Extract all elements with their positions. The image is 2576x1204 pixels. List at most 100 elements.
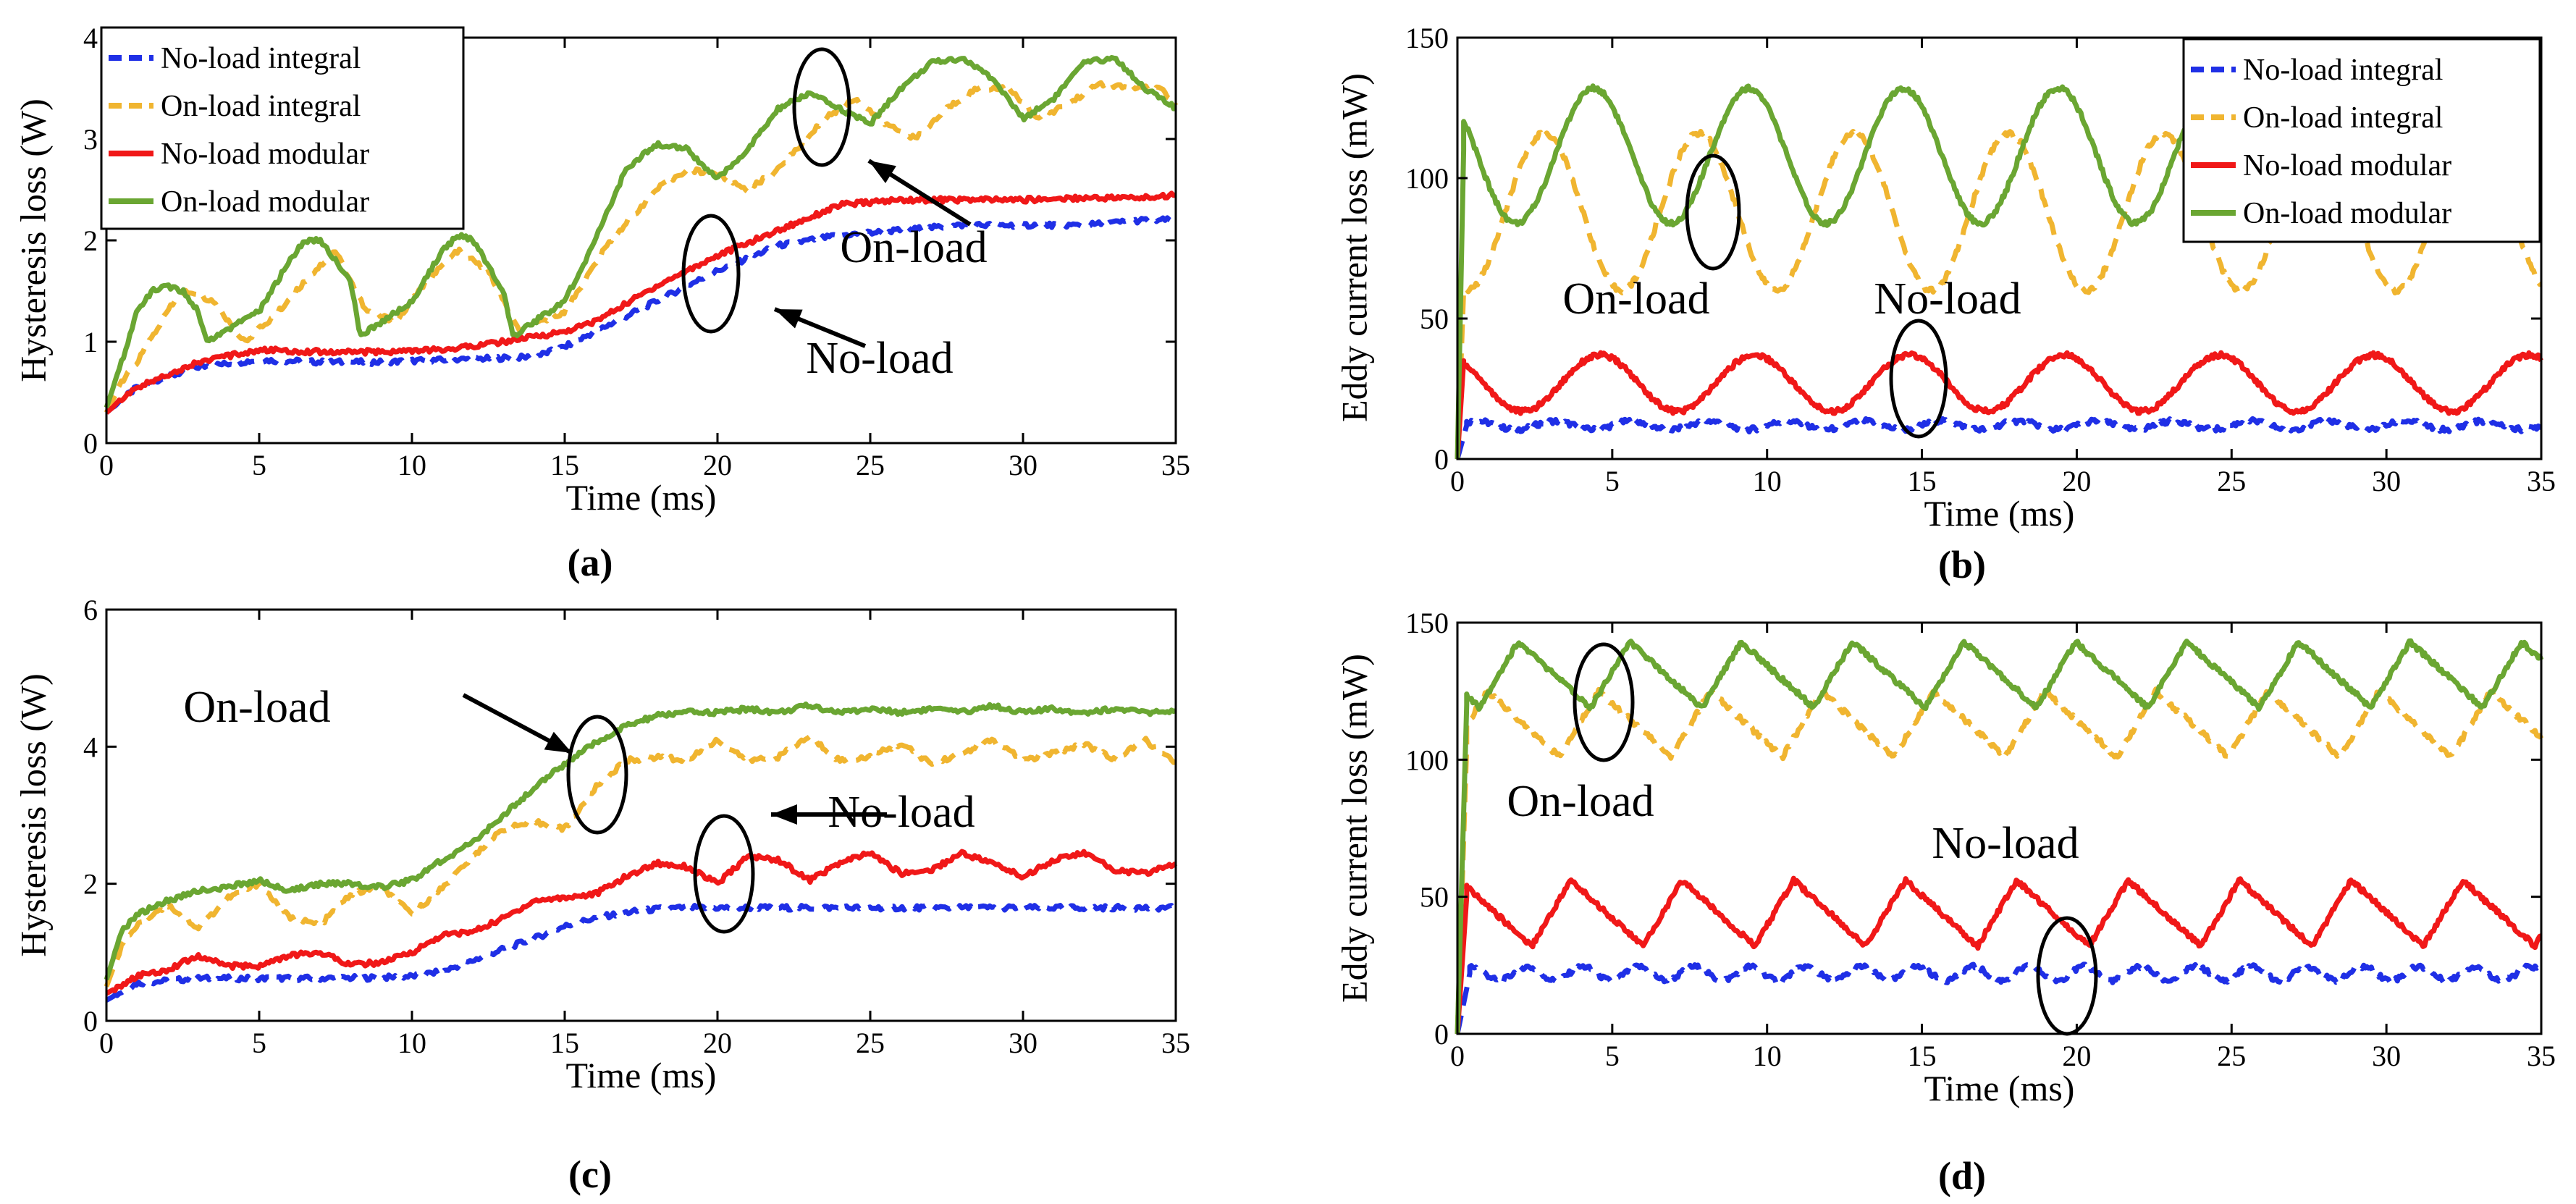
panel-label: (a) xyxy=(568,541,613,584)
legend-entry-label: On-load modular xyxy=(2243,197,2451,230)
y-tick-label: 100 xyxy=(1405,162,1449,195)
x-tick-label: 25 xyxy=(2217,465,2246,497)
x-tick-label: 15 xyxy=(1908,465,1937,497)
x-tick-label: 25 xyxy=(856,449,885,481)
series-line-no-load-integral xyxy=(105,902,1177,1003)
x-tick-label: 15 xyxy=(1908,1040,1937,1072)
x-axis-label: Time (ms) xyxy=(566,477,717,518)
highlight-ellipse xyxy=(1573,642,1635,762)
annotation-arrowhead xyxy=(869,161,896,184)
series-line-no-load-modular xyxy=(1455,875,2543,1035)
y-tick-label: 6 xyxy=(83,594,98,626)
series-line-no-load-modular xyxy=(105,849,1178,996)
legend-entry-label: No-load integral xyxy=(161,42,361,75)
legend-entry-label: On-load modular xyxy=(161,185,369,219)
legend-entry-label: On-load integral xyxy=(2243,101,2443,135)
annotation-arrowhead xyxy=(771,804,797,825)
highlight-ellipse xyxy=(792,47,851,167)
y-tick-label: 50 xyxy=(1420,303,1449,335)
y-tick-label: 3 xyxy=(83,123,98,156)
x-tick-label: 35 xyxy=(1161,449,1190,481)
y-tick-label: 4 xyxy=(83,22,98,54)
x-tick-label: 15 xyxy=(550,1027,579,1059)
series-line-no-load-integral xyxy=(1455,416,2543,460)
x-axis-label: Time (ms) xyxy=(1924,493,2075,534)
x-tick-label: 35 xyxy=(2527,465,2556,497)
y-tick-label: 1 xyxy=(83,326,98,358)
y-axis-label: Eddy current loss (mW) xyxy=(1334,73,1375,422)
chart-panel-d: 0 5 10 15 20 25 30 35 0 50 100 150 Time (ms) Eddy cur… xyxy=(1334,607,2556,1197)
chart-panel-c: 0 5 10 15 20 25 30 35 0 2 4 6 Time (ms) Hysteresis lo… xyxy=(13,594,1191,1196)
x-tick-label: 10 xyxy=(397,1027,426,1059)
series-line-no-load-integral xyxy=(104,215,1178,415)
x-tick-label: 25 xyxy=(2217,1040,2246,1072)
y-tick-label: 0 xyxy=(83,1005,98,1037)
y-tick-label: 2 xyxy=(83,868,98,901)
annotation-label: No-load xyxy=(1932,819,2079,868)
annotation-label: On-load xyxy=(1562,274,1709,324)
y-tick-label: 0 xyxy=(83,427,98,460)
x-tick-label: 0 xyxy=(99,449,114,481)
legend-entry-label: On-load integral xyxy=(161,90,361,123)
x-tick-label: 25 xyxy=(856,1027,885,1059)
y-tick-label: 150 xyxy=(1405,22,1449,54)
x-tick-label: 5 xyxy=(1605,1040,1620,1072)
highlight-ellipse xyxy=(1685,153,1741,271)
y-tick-label: 0 xyxy=(1434,443,1449,476)
highlight-ellipse xyxy=(566,715,628,835)
y-tick-label: 0 xyxy=(1434,1018,1449,1051)
legend: No-load integral On-load integral No-load … xyxy=(100,26,465,230)
x-tick-label: 5 xyxy=(252,1027,266,1059)
annotation-label: No-load xyxy=(1874,274,2021,324)
plot-frame xyxy=(1456,36,2543,460)
highlight-ellipse xyxy=(693,814,755,934)
plot-frame xyxy=(105,608,1177,1022)
series-line-on-load-integral xyxy=(104,80,1178,414)
x-tick-label: 0 xyxy=(99,1027,114,1059)
chart-panel-a: 0 5 10 15 20 25 30 35 0 1 2 3 4 Time (ms) Hysteresis l… xyxy=(13,22,1191,584)
x-tick-label: 10 xyxy=(1753,465,1782,497)
x-tick-label: 0 xyxy=(1450,465,1465,497)
y-tick-label: 2 xyxy=(83,224,98,257)
panel-label: (d) xyxy=(1938,1154,1986,1197)
x-tick-label: 30 xyxy=(2372,465,2401,497)
legend-box xyxy=(2182,38,2541,243)
x-tick-label: 35 xyxy=(2527,1040,2556,1072)
x-axis-label: Time (ms) xyxy=(566,1055,717,1095)
legend: No-load integral On-load integral No-load … xyxy=(2182,38,2541,243)
y-tick-label: 150 xyxy=(1405,607,1449,639)
plot-frame xyxy=(1456,621,2543,1035)
legend-entry-label: No-load modular xyxy=(2243,149,2451,182)
x-tick-label: 30 xyxy=(1009,449,1037,481)
annotation-label: On-load xyxy=(840,223,987,272)
x-axis-label: Time (ms) xyxy=(1924,1068,2075,1108)
highlight-ellipse xyxy=(2036,916,2098,1036)
x-tick-label: 5 xyxy=(252,449,266,481)
x-tick-label: 30 xyxy=(1009,1027,1037,1059)
highlight-ellipse xyxy=(681,214,741,334)
series-line-on-load-modular xyxy=(104,55,1177,409)
series-line-on-load-integral xyxy=(1455,686,2544,1035)
x-tick-label: 20 xyxy=(2062,1040,2091,1072)
x-tick-label: 30 xyxy=(2372,1040,2401,1072)
x-tick-label: 10 xyxy=(397,449,426,481)
legend-box xyxy=(100,26,465,230)
legend-entry-label: No-load modular xyxy=(161,138,369,171)
x-tick-label: 20 xyxy=(703,1027,732,1059)
x-tick-label: 0 xyxy=(1450,1040,1465,1072)
x-tick-label: 5 xyxy=(1605,465,1620,497)
y-axis-label: Hysteresis loss (W) xyxy=(13,673,54,957)
series-line-no-load-modular xyxy=(1455,350,2543,460)
y-tick-label: 100 xyxy=(1405,744,1449,776)
series-line-on-load-modular xyxy=(104,701,1177,981)
chart-panel-b: 0 5 10 15 20 25 30 35 0 50 100 150 Time (ms) Eddy cur… xyxy=(1334,22,2556,586)
x-tick-label: 10 xyxy=(1753,1040,1782,1072)
x-tick-label: 20 xyxy=(703,449,732,481)
annotation-label: On-load xyxy=(183,683,330,732)
series-line-on-load-integral xyxy=(104,733,1177,988)
y-axis-label: Eddy current loss (mW) xyxy=(1334,654,1375,1003)
legend-entry-label: No-load integral xyxy=(2243,54,2443,87)
annotation-arrowhead xyxy=(544,731,572,753)
y-axis-label: Hysteresis loss (W) xyxy=(13,98,54,382)
